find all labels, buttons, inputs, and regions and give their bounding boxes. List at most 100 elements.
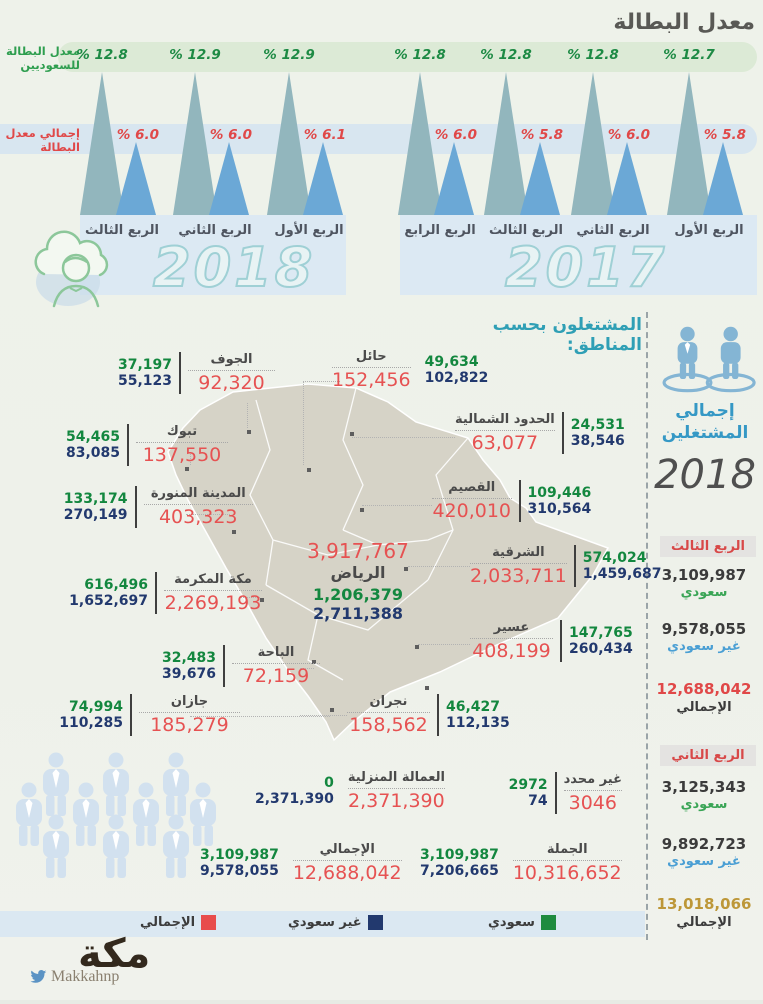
- region-aljouf: 37,197 55,123 الجوف 92,320: [85, 352, 275, 394]
- map-marker: [360, 508, 364, 512]
- triangle-pair: [667, 72, 747, 215]
- q3-saudi-value: 3,109,987: [661, 566, 747, 584]
- legend-nonsaudi-swatch: [367, 915, 383, 930]
- region-tabuk: 54,465 83,085 تبوك 137,550: [28, 424, 228, 466]
- twitter-handle[interactable]: Makkahnp: [30, 968, 119, 986]
- quarter-label: الربع الثالث: [489, 223, 563, 238]
- region-qassim: القصيم 420,010 109,446 310,564: [432, 480, 592, 522]
- quarter-label: الربع الأول: [674, 223, 744, 238]
- leader-line: [190, 452, 191, 465]
- triangle-pair: [267, 72, 347, 215]
- year-2018: 2018: [152, 235, 316, 300]
- leader-line: [186, 514, 230, 515]
- total-rate-value: % 6.0: [116, 127, 160, 143]
- person-cloud-icon: [18, 224, 150, 312]
- total-rate-value: % 6.0: [607, 127, 651, 143]
- page-title: معدل البطالة: [613, 10, 755, 35]
- saudi-rate-value: % 12.8: [394, 47, 446, 63]
- q2-saudi-value: 3,125,343: [661, 778, 747, 796]
- map-marker: [307, 468, 311, 472]
- saudi-rate-value: % 12.8: [480, 47, 532, 63]
- map-marker: [330, 708, 334, 712]
- total-workers-icon: [660, 325, 760, 397]
- workers-crowd-icon: [15, 752, 230, 932]
- map-marker: [260, 598, 264, 602]
- q3-total-label: الإجمالي: [676, 700, 732, 715]
- saudi-rate-band: [58, 42, 757, 72]
- map-marker: [232, 530, 236, 534]
- total-rate-value: % 6.1: [303, 127, 347, 143]
- triangle-pair: [484, 72, 564, 215]
- total-domestic-labor: 0 2,371,390 العمالة المنزلية 2,371,390: [255, 770, 445, 812]
- saudi-rate-value: % 12.9: [169, 47, 221, 63]
- sidebar-divider: [646, 312, 648, 940]
- sidebar-title: إجمالي المشتغلين: [661, 401, 749, 444]
- leader-line: [352, 437, 455, 438]
- badge-q2: الربع الثاني: [660, 745, 756, 766]
- quarter-label: الربع الرابع: [404, 223, 476, 238]
- legend-total: الإجمالي: [140, 915, 217, 930]
- quarter-label: الربع الثالث: [85, 223, 159, 238]
- leader-line: [190, 716, 330, 717]
- map-marker: [247, 430, 251, 434]
- q3-saudi-label: سعودي: [680, 585, 728, 600]
- year-2017: 2017: [504, 235, 668, 300]
- total-rate-value: % 5.8: [703, 127, 747, 143]
- twitter-bird-icon: [30, 970, 47, 983]
- series-label-saudi: معدل البطالة للسعوديين: [5, 44, 80, 73]
- map-marker: [425, 686, 429, 690]
- panel-2018: [80, 215, 346, 295]
- triangle-pair: [398, 72, 478, 215]
- saudi-rate-value: % 12.8: [76, 47, 128, 63]
- region-eastern: الشرقية 2,033,711 574,024 1,459,687: [470, 545, 662, 587]
- leader-line: [240, 597, 260, 598]
- leader-line: [303, 381, 340, 382]
- region-jazan: 74,994 110,285 جازان 185,279: [22, 694, 240, 736]
- triangle-pair: [571, 72, 651, 215]
- q2-total-label: الإجمالي: [676, 915, 732, 930]
- map-marker: [350, 432, 354, 436]
- q2-nonsaudi-value: 9,892,723: [661, 835, 747, 853]
- map-marker: [415, 645, 419, 649]
- makkah-logo: مكة: [78, 931, 151, 977]
- leader-line: [362, 505, 432, 506]
- total-rate-value: % 6.0: [434, 127, 478, 143]
- region-riyadh: 3,917,767 الرياض 1,206,379 2,711,388: [307, 539, 409, 623]
- total-rate-value: % 6.0: [209, 127, 253, 143]
- region-northern-borders: الحدود الشمالية 63,077 24,531 38,546: [455, 412, 625, 454]
- map-section-title: المشتغلون بحسب المناطق:: [492, 315, 642, 355]
- leader-line: [418, 644, 470, 645]
- leader-line: [303, 381, 304, 465]
- total-unspecified: 2972 74 غير محدد 3046: [508, 772, 622, 814]
- total-rate-band: [0, 124, 757, 154]
- region-makkah: 616,496 1,652,697 مكة المكرمة 2,269,193: [69, 572, 262, 614]
- region-madinah: 133,174 270,149 المدينة المنورة 403,323: [18, 486, 253, 528]
- map-marker: [312, 660, 316, 664]
- region-albaha: 32,483 39,676 الباحة 72,159: [128, 645, 320, 687]
- triangle-pair: [173, 72, 253, 215]
- legend-saudi: سعودي: [488, 915, 556, 930]
- total-grand: 3,109,987 9,578,055 الإجمالي 12,688,042: [200, 842, 402, 884]
- leader-line: [408, 566, 470, 567]
- leader-line: [247, 403, 248, 428]
- legend-strip: [0, 911, 645, 937]
- q2-saudi-label: سعودي: [680, 797, 728, 812]
- legend-nonsaudi: غير سعودي: [288, 915, 383, 930]
- q3-nonsaudi-value: 9,578,055: [661, 620, 747, 638]
- saudi-rate-value: % 12.7: [663, 47, 715, 63]
- q2-total-value: 13,018,066: [656, 895, 752, 913]
- legend-total-swatch: [201, 915, 217, 930]
- total-sum: 3,109,987 7,206,665 الجملة 10,316,652: [420, 842, 622, 884]
- region-asir: عسير 408,199 147,765 260,434: [470, 620, 652, 662]
- panel-2017: [400, 215, 757, 295]
- series-label-total: إجمالي معدل البطالة: [5, 126, 80, 155]
- map-marker: [185, 467, 189, 471]
- map-marker: [404, 567, 408, 571]
- badge-q3: الربع الثالث: [660, 536, 756, 557]
- q3-nonsaudi-label: غير سعودي: [667, 639, 741, 654]
- quarter-label: الربع الثاني: [576, 223, 650, 238]
- q2-nonsaudi-label: غير سعودي: [667, 854, 741, 869]
- leader-line: [300, 668, 314, 669]
- q3-total-value: 12,688,042: [656, 680, 752, 698]
- saudi-rate-value: % 12.8: [567, 47, 619, 63]
